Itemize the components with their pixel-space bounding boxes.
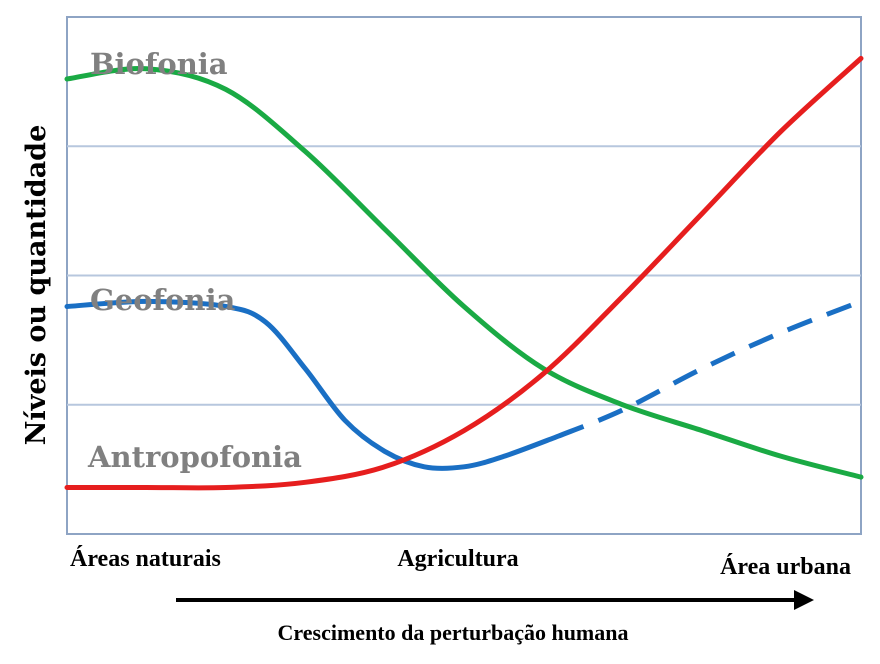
series-line-geofonia-dashed <box>558 299 862 439</box>
gridlines <box>67 145 861 406</box>
x-category-label-agricultura: Agricultura <box>397 546 518 572</box>
y-axis-label: Níveis ou quantidade <box>21 125 52 446</box>
series-line-antropofonia <box>64 55 864 491</box>
series-lines <box>64 55 864 491</box>
series-line-biofonia <box>64 66 864 480</box>
series-line-geofonia-solid <box>64 298 562 471</box>
direction-arrow-head <box>794 590 814 610</box>
x-axis-label: Crescimento da perturbação humana <box>278 620 629 645</box>
series-label-biofonia: Biofonia <box>90 47 228 81</box>
x-category-label-area-urbana: Área urbana <box>720 554 851 580</box>
x-category-label-areas-naturais: Áreas naturais <box>70 546 221 572</box>
series-label-geofonia: Geofonia <box>90 283 235 317</box>
series-label-antropofonia: Antropofonia <box>87 440 302 474</box>
